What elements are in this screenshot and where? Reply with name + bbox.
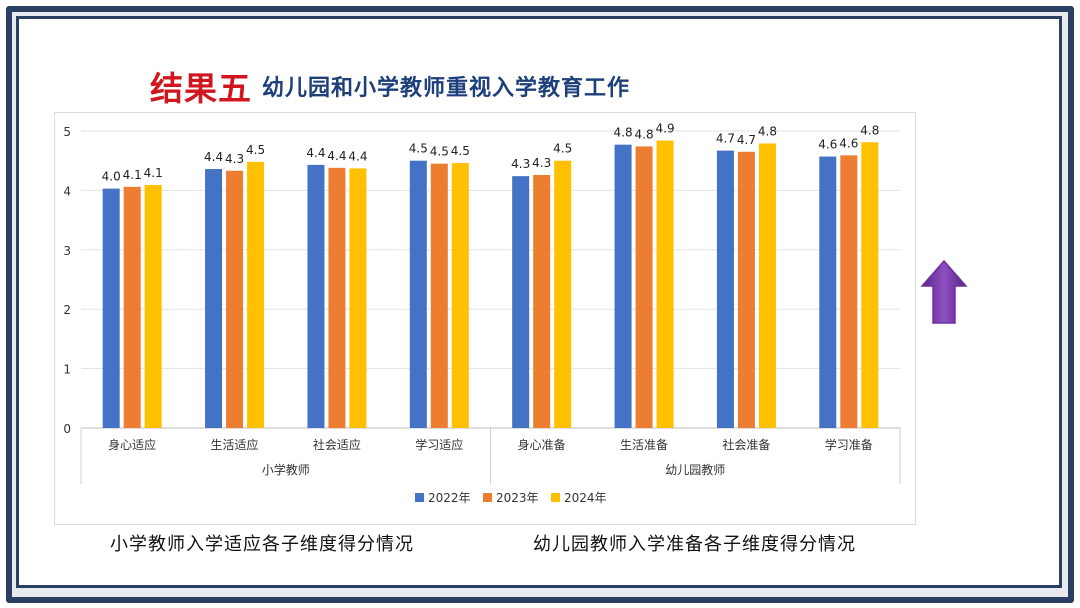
bar <box>409 160 427 428</box>
bar <box>716 150 734 429</box>
caption-kindergarten-teachers: 幼儿园教师入学准备各子维度得分情况 <box>533 534 856 555</box>
bar <box>307 164 325 428</box>
data-label: 4.4 <box>348 149 367 163</box>
bar <box>533 174 551 428</box>
x-tick-label: 身心适应 <box>108 437 156 452</box>
data-label: 4.4 <box>327 149 346 163</box>
x-tick-label: 学习适应 <box>415 437 463 452</box>
bar <box>737 151 755 428</box>
group-label: 幼儿园教师 <box>665 462 725 477</box>
caption-primary-teachers: 小学教师入学适应各子维度得分情况 <box>110 534 414 555</box>
up-arrow-icon <box>920 258 968 326</box>
x-tick-label: 社会适应 <box>313 437 361 452</box>
data-label: 4.8 <box>758 124 777 138</box>
data-label: 4.9 <box>656 122 675 136</box>
legend-label: 2023年 <box>496 491 539 505</box>
data-label: 4.5 <box>451 144 470 158</box>
legend-swatch <box>483 493 492 502</box>
bar <box>451 163 469 429</box>
data-label: 4.3 <box>511 157 530 171</box>
data-label: 4.6 <box>839 136 858 150</box>
x-tick-label: 社会准备 <box>722 437 770 452</box>
y-tick-label: 4 <box>63 184 71 198</box>
bar <box>123 186 141 428</box>
bar <box>247 161 265 428</box>
title-main: 结果五 <box>150 69 252 108</box>
data-label: 4.4 <box>204 150 223 164</box>
data-label: 4.3 <box>532 156 551 170</box>
data-label: 4.7 <box>737 133 756 147</box>
data-label: 4.3 <box>225 152 244 166</box>
x-tick-label: 身心准备 <box>518 437 566 452</box>
x-tick-label: 生活适应 <box>211 437 259 452</box>
data-label: 4.8 <box>860 123 879 137</box>
bar <box>840 155 858 428</box>
y-tick-label: 1 <box>63 363 71 377</box>
title-sub: 幼儿园和小学教师重视入学教育工作 <box>262 76 631 101</box>
data-label: 4.5 <box>246 143 265 157</box>
bar <box>614 144 632 429</box>
legend-label: 2022年 <box>428 491 471 505</box>
y-tick-label: 2 <box>63 303 71 317</box>
slide-title: 结果五 幼儿园和小学教师重视入学教育工作 <box>150 62 630 110</box>
y-tick-label: 0 <box>63 422 71 436</box>
bar <box>758 143 776 428</box>
legend-label: 2024年 <box>564 491 607 505</box>
bar <box>328 167 346 428</box>
bar <box>349 168 367 428</box>
bar <box>102 188 120 428</box>
bar <box>512 176 530 428</box>
data-label: 4.5 <box>553 142 572 156</box>
bar <box>430 163 448 429</box>
data-label: 4.5 <box>409 142 428 156</box>
data-label: 4.8 <box>635 127 654 141</box>
bar <box>819 156 837 428</box>
y-tick-label: 5 <box>63 125 71 139</box>
data-label: 4.0 <box>102 170 121 184</box>
bar <box>226 170 244 428</box>
y-tick-label: 3 <box>63 244 71 258</box>
bar <box>144 185 162 428</box>
bar <box>861 142 879 428</box>
x-tick-label: 生活准备 <box>620 438 668 452</box>
x-tick-label: 学习准备 <box>825 437 873 452</box>
bar <box>554 160 572 428</box>
data-label: 4.1 <box>123 168 142 182</box>
bar <box>205 169 223 428</box>
data-label: 4.6 <box>818 138 837 152</box>
group-label: 小学教师 <box>262 462 310 477</box>
data-label: 4.5 <box>430 145 449 159</box>
data-label: 4.7 <box>716 132 735 146</box>
data-label: 4.1 <box>144 166 163 180</box>
legend-swatch <box>551 493 560 502</box>
bar <box>635 146 653 428</box>
data-label: 4.4 <box>306 146 325 160</box>
data-label: 4.8 <box>614 126 633 140</box>
legend-swatch <box>415 493 424 502</box>
bar <box>656 140 674 428</box>
chart-container: 0 1 2 3 4 5 4.0 4.4 4.4 4.5 4.3 4.8 4.7 4.6 4.1 4.3 4.4 4… <box>55 113 915 524</box>
